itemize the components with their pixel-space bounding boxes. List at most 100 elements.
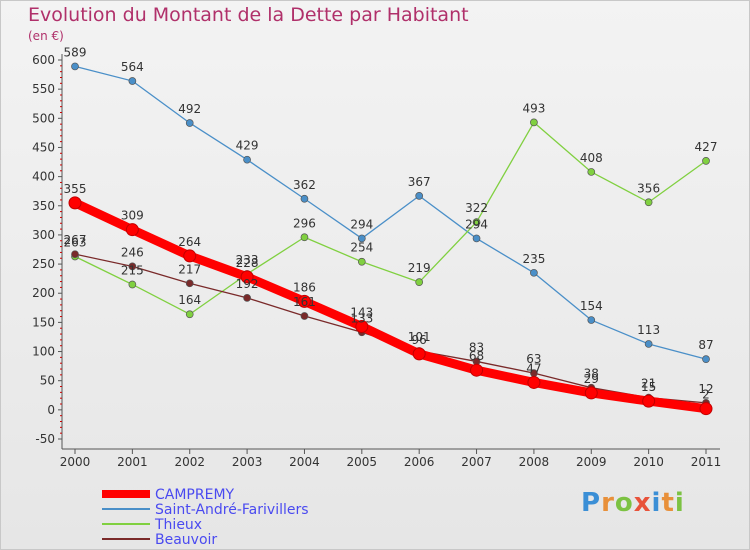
x-tick-label: 2003 <box>232 455 263 469</box>
legend: CAMPREMYSaint-André-FarivillersThieuxBea… <box>102 487 309 548</box>
series-layer <box>68 62 713 416</box>
data-label: 367 <box>408 175 431 189</box>
data-point <box>125 223 139 237</box>
data-point <box>68 196 82 210</box>
data-label: 83 <box>469 340 484 354</box>
data-label: 133 <box>350 311 373 325</box>
data-point <box>699 402 713 416</box>
data-point <box>185 119 194 127</box>
data-point <box>587 316 596 324</box>
data-label: 267 <box>64 233 87 247</box>
x-tick-label: 2010 <box>633 455 664 469</box>
data-label: 294 <box>350 217 373 231</box>
data-point <box>530 268 538 277</box>
data-label: 186 <box>293 280 316 294</box>
y-tick-label: 400 <box>32 170 55 184</box>
legend-label: Thieux <box>154 517 202 533</box>
x-tick-label: 2005 <box>347 455 378 469</box>
logo-letter: r <box>601 488 615 518</box>
y-tick-label: 50 <box>40 374 55 388</box>
data-point <box>128 77 137 85</box>
y-tick-label: 350 <box>32 199 55 213</box>
data-label: 161 <box>293 295 316 309</box>
chart-title: Evolution du Montant de la Dette par Hab… <box>28 4 469 26</box>
data-point <box>357 257 366 266</box>
data-label: 355 <box>64 182 87 196</box>
data-label: 38 <box>584 367 599 381</box>
y-tick-label: 450 <box>32 140 55 154</box>
x-tick-label: 2002 <box>174 455 205 469</box>
data-label: 254 <box>350 241 373 255</box>
legend-label: CAMPREMY <box>155 487 235 503</box>
data-label: 362 <box>293 178 316 192</box>
data-label: 264 <box>178 235 201 249</box>
data-point <box>300 312 309 320</box>
data-label: 215 <box>121 263 144 277</box>
data-label: 294 <box>465 217 488 231</box>
data-point <box>185 279 194 288</box>
data-label: 113 <box>637 323 660 337</box>
x-tick-label: 2011 <box>691 455 722 469</box>
y-tick-label: 250 <box>32 257 55 271</box>
data-label: 47 <box>526 361 541 375</box>
data-label: 154 <box>580 299 603 313</box>
data-point <box>472 234 481 243</box>
data-point <box>355 319 369 333</box>
data-point <box>644 340 653 348</box>
data-point <box>587 168 596 176</box>
logo-letter: i <box>651 488 662 518</box>
data-label: 219 <box>408 261 431 275</box>
data-label: 246 <box>121 245 144 259</box>
data-label: 12 <box>698 382 713 396</box>
data-label: 96 <box>412 333 427 347</box>
x-tick-label: 2008 <box>519 455 550 469</box>
logo-letter: x <box>633 488 652 518</box>
data-label: 101 <box>408 330 431 344</box>
data-label: 87 <box>698 338 713 352</box>
data-label: 235 <box>522 252 545 266</box>
y-tick-label: 0 <box>47 403 55 417</box>
y-tick-label: 500 <box>32 111 55 125</box>
data-label: 63 <box>526 352 541 366</box>
data-labels: 355 309 264 228 186 143 96 68 47 29 15 2 589 564 492 42… <box>64 45 718 401</box>
y-tick-label: 600 <box>32 53 55 67</box>
series-line-Saint-André-Farivillers <box>74 65 707 360</box>
data-point <box>527 375 541 389</box>
x-tick-label: 2000 <box>60 455 91 469</box>
data-point <box>530 118 538 127</box>
y-tick-label: -50 <box>35 432 55 446</box>
y-tick-label: 300 <box>32 228 55 242</box>
x-tick-label: 2001 <box>117 455 148 469</box>
data-point <box>642 394 656 408</box>
data-label: 296 <box>293 216 316 230</box>
series-line-CAMPREMY <box>70 198 711 414</box>
data-label: 29 <box>584 372 599 386</box>
data-point <box>128 262 137 271</box>
data-point <box>71 250 79 259</box>
legend-label: Beauvoir <box>155 532 217 548</box>
y-tick-label: 200 <box>32 286 55 300</box>
series-line-Thieux <box>74 121 707 315</box>
data-point <box>300 233 309 242</box>
data-label: 429 <box>236 139 259 153</box>
x-tick-label: 2006 <box>404 455 435 469</box>
y-tick-label: 150 <box>32 315 55 329</box>
data-point <box>584 386 598 400</box>
data-label: 427 <box>695 140 718 154</box>
data-label: 492 <box>178 102 201 116</box>
data-point <box>412 347 426 361</box>
data-point <box>240 270 254 284</box>
x-tick-label: 2009 <box>576 455 607 469</box>
data-label: 493 <box>522 101 545 115</box>
x-tick-label: 2004 <box>289 455 320 469</box>
data-label: 309 <box>121 209 144 223</box>
data-label: 322 <box>465 201 488 215</box>
data-label: 356 <box>637 181 660 195</box>
data-label: 589 <box>64 45 87 59</box>
axes: -50 0 50 100 150 200 250 300 350 400 450 500 550 600 2… <box>32 53 721 469</box>
y-axis-unit: (en €) <box>28 29 64 43</box>
data-point <box>702 157 710 165</box>
data-label: 263 <box>64 235 87 249</box>
logo-letter: i <box>674 488 685 518</box>
